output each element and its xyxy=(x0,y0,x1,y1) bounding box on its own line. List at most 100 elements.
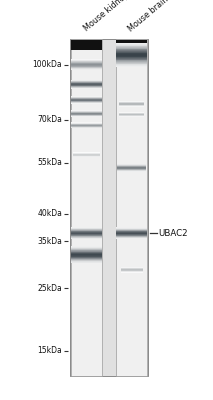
Bar xyxy=(73,152,100,153)
Bar xyxy=(117,164,146,165)
Bar xyxy=(71,261,102,262)
Bar xyxy=(71,230,102,231)
Bar xyxy=(71,86,102,87)
Bar xyxy=(71,99,102,100)
Bar xyxy=(119,116,144,117)
Bar xyxy=(119,103,144,104)
Bar xyxy=(116,40,147,50)
Bar xyxy=(116,48,147,49)
Bar xyxy=(73,156,100,157)
Bar xyxy=(117,166,146,167)
Bar xyxy=(116,65,147,66)
Bar xyxy=(121,267,142,268)
Bar xyxy=(121,270,142,271)
Bar xyxy=(71,96,102,97)
Bar xyxy=(119,101,144,102)
Bar xyxy=(119,104,144,105)
Bar xyxy=(116,51,147,52)
Bar xyxy=(116,54,147,56)
Bar xyxy=(71,123,102,124)
Bar xyxy=(71,96,102,97)
Bar xyxy=(71,61,102,62)
Bar xyxy=(119,113,144,114)
Bar xyxy=(71,113,102,114)
Bar xyxy=(71,64,102,65)
Bar xyxy=(73,155,100,156)
Bar xyxy=(116,62,147,64)
Bar xyxy=(70,39,148,376)
Bar xyxy=(117,164,146,165)
Text: UBAC2: UBAC2 xyxy=(158,229,188,238)
Bar xyxy=(71,127,102,128)
Bar xyxy=(71,63,102,64)
Bar xyxy=(119,112,144,113)
Bar xyxy=(116,50,147,51)
Bar xyxy=(117,165,146,166)
Bar xyxy=(119,102,144,103)
Bar xyxy=(119,104,144,105)
Bar xyxy=(71,233,102,234)
Bar xyxy=(71,82,102,83)
Bar xyxy=(116,232,147,233)
Bar xyxy=(71,116,102,117)
Bar xyxy=(121,270,142,271)
Bar xyxy=(119,103,144,104)
Bar xyxy=(116,236,147,237)
Bar xyxy=(119,101,144,102)
Text: 35kDa: 35kDa xyxy=(37,237,62,246)
Bar xyxy=(71,98,102,99)
Bar xyxy=(71,257,102,258)
Bar xyxy=(116,58,147,59)
Bar xyxy=(71,124,102,125)
Bar xyxy=(117,167,146,168)
Bar xyxy=(71,115,102,116)
Bar xyxy=(116,47,147,48)
Text: 100kDa: 100kDa xyxy=(32,60,62,69)
Bar xyxy=(73,156,100,157)
Bar xyxy=(73,154,100,155)
Bar xyxy=(71,97,102,98)
Bar xyxy=(71,82,102,83)
Bar xyxy=(71,254,102,256)
Bar xyxy=(117,168,146,169)
Bar xyxy=(71,125,102,126)
Bar xyxy=(71,84,102,85)
Bar xyxy=(71,124,102,125)
Bar xyxy=(116,229,147,230)
Bar xyxy=(71,228,102,229)
Bar xyxy=(116,234,147,235)
Bar xyxy=(71,248,102,249)
Bar xyxy=(119,113,144,114)
Bar xyxy=(73,153,100,154)
Bar xyxy=(71,88,102,89)
Bar xyxy=(121,271,142,272)
Bar xyxy=(71,253,102,254)
Bar xyxy=(117,170,146,171)
Bar xyxy=(71,113,102,114)
Bar xyxy=(71,65,102,66)
Bar xyxy=(121,269,142,270)
Bar xyxy=(71,101,102,102)
Bar xyxy=(71,100,102,101)
Bar xyxy=(71,82,102,83)
Bar xyxy=(121,269,142,270)
Bar xyxy=(117,169,146,170)
Bar xyxy=(71,116,102,117)
Bar xyxy=(71,252,102,253)
Bar xyxy=(71,101,102,102)
Bar xyxy=(116,237,147,238)
Bar xyxy=(71,229,102,230)
Bar xyxy=(71,85,102,86)
Bar xyxy=(71,98,102,99)
Bar xyxy=(117,171,146,172)
Bar xyxy=(116,230,147,231)
Bar xyxy=(71,62,102,63)
Bar xyxy=(119,114,144,115)
Bar xyxy=(71,238,102,239)
Bar xyxy=(71,262,102,263)
Bar xyxy=(71,111,102,112)
Bar xyxy=(71,125,102,126)
Bar xyxy=(116,66,147,67)
Bar xyxy=(71,68,102,69)
Bar xyxy=(71,230,102,231)
